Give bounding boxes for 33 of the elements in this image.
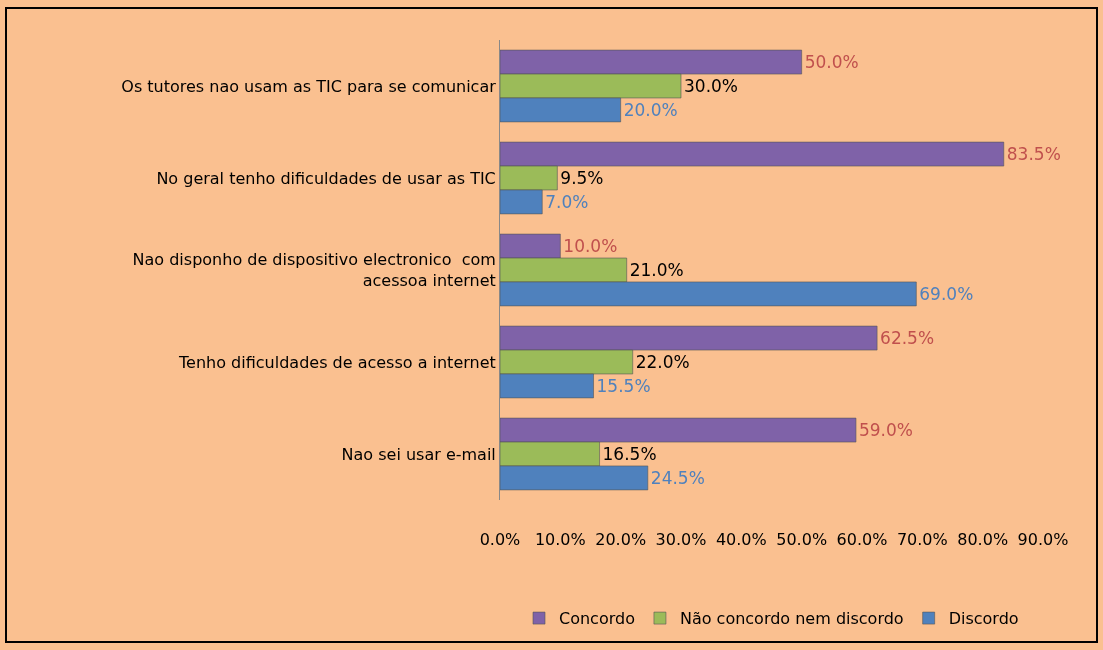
x-tick-label: 70.0% — [896, 530, 948, 549]
y-tick-label: Nao sei usar e-mail — [341, 444, 496, 464]
legend-label: Não concordo nem discordo — [679, 609, 904, 629]
data-label: 7.0% — [545, 191, 589, 212]
x-tick-label: 80.0% — [957, 530, 1009, 549]
data-label: 10.0% — [563, 236, 618, 257]
x-tick-label: 0.0% — [479, 530, 521, 549]
data-label: 59.0% — [858, 420, 913, 441]
data-label: 16.5% — [602, 444, 657, 464]
data-label: 22.0% — [635, 352, 690, 372]
legend-label: Discordo — [948, 609, 1019, 629]
y-tick-label: Tenho dificuldades de acesso a internet — [178, 352, 496, 372]
y-tick-label: Nao disponho de dispositivo electronico com acessoa internet — [132, 250, 496, 290]
x-tick-label: 10.0% — [534, 530, 586, 549]
x-tick-label: 20.0% — [595, 530, 647, 549]
data-label: 15.5% — [596, 375, 651, 396]
y-tick-label: No geral tenho dificuldades de usar as TIC — [156, 168, 496, 188]
data-label: 20.0% — [623, 99, 678, 120]
data-label: 62.5% — [880, 328, 935, 349]
data-label: 30.0% — [684, 76, 739, 96]
x-tick-label: 50.0% — [776, 530, 828, 549]
data-label: 21.0% — [629, 260, 684, 280]
data-label: 9.5% — [560, 168, 604, 188]
data-label: 83.5% — [1006, 144, 1061, 165]
legend-label: Concordo — [559, 609, 635, 629]
x-tick-label: 40.0% — [715, 530, 767, 549]
y-tick-label: Os tutores nao usam as TIC para se comunicar — [121, 76, 497, 96]
data-label: 50.0% — [804, 52, 859, 73]
data-label: 69.0% — [919, 283, 974, 304]
x-tick-label: 30.0% — [655, 530, 707, 549]
x-tick-label: 90.0% — [1017, 530, 1069, 549]
data-label: 24.5% — [650, 467, 705, 488]
x-tick-label: 60.0% — [836, 530, 888, 549]
